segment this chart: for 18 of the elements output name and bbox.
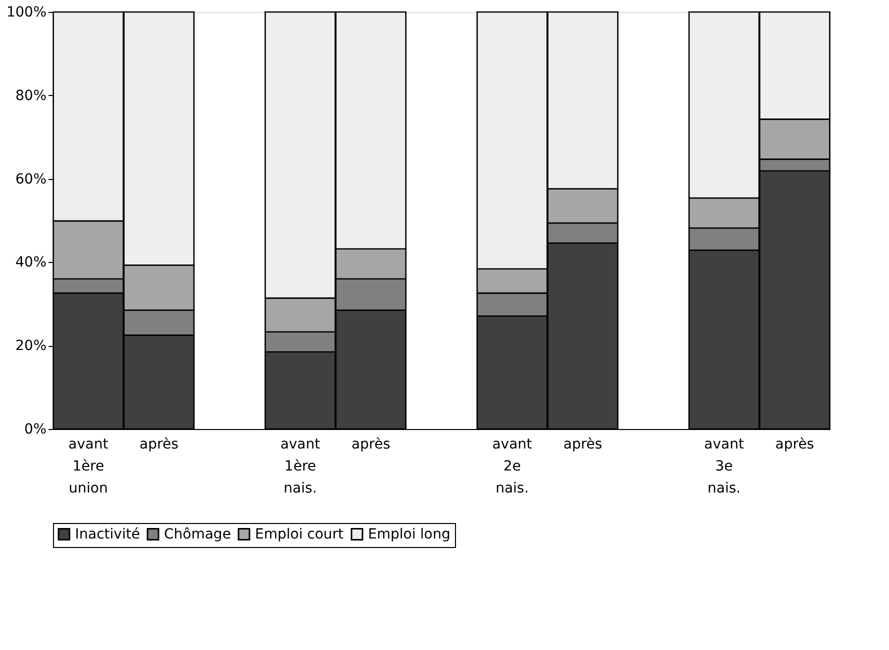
x-tick-label: avant 1ère union (68, 436, 109, 496)
legend-label: Emploi court (255, 526, 344, 542)
legend-label: Emploi long (368, 526, 450, 542)
y-tick-label: 40% (15, 254, 46, 271)
x-tick-label: après (351, 436, 390, 452)
x-tick-label: avant 2e nais. (492, 436, 533, 496)
legend-label: Inactivité (75, 526, 140, 542)
x-tick-label: après (775, 436, 814, 452)
x-tick-label: après (140, 436, 178, 452)
x-tick-label: avant 3e nais. (704, 436, 744, 496)
legend-label: Chômage (164, 526, 231, 542)
y-tick-label: 20% (15, 338, 46, 354)
y-tick-label: 60% (15, 171, 46, 188)
y-tick-label: 100% (6, 4, 46, 20)
x-tick-label: avant 1ère nais. (280, 436, 321, 496)
y-tick-label: 80% (15, 88, 46, 104)
y-tick-label: 0% (24, 422, 46, 438)
x-tick-label: après (563, 436, 602, 452)
